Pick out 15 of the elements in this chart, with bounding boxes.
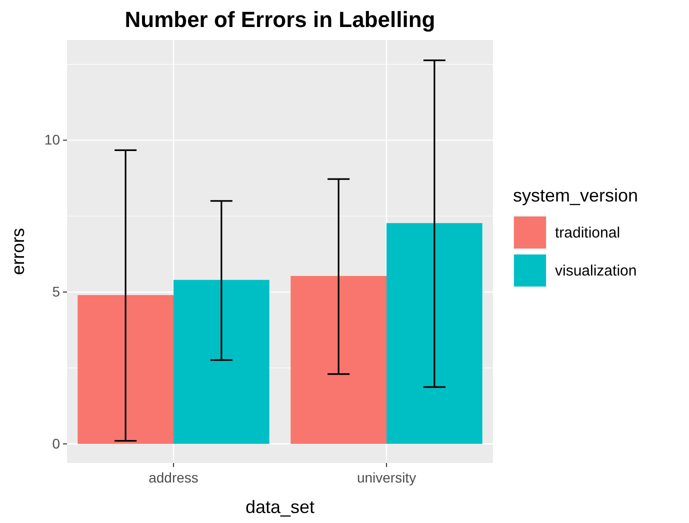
bar bbox=[290, 276, 386, 444]
bar bbox=[386, 223, 482, 444]
chart-title: Number of Errors in Labelling bbox=[124, 7, 436, 32]
bar bbox=[78, 295, 174, 444]
y-axis-title: errors bbox=[8, 228, 28, 276]
y-tick-label: 5 bbox=[52, 284, 60, 300]
legend-title: system_version bbox=[513, 186, 638, 206]
x-tick-label: university bbox=[356, 470, 416, 486]
legend-label: visualization bbox=[555, 262, 637, 280]
x-axis-title: data_set bbox=[245, 497, 315, 517]
legend-label: traditional bbox=[555, 224, 620, 242]
bar bbox=[174, 280, 270, 444]
x-tick-label: address bbox=[148, 470, 198, 486]
y-tick-label: 10 bbox=[44, 132, 60, 148]
y-tick-label: 0 bbox=[52, 435, 60, 452]
